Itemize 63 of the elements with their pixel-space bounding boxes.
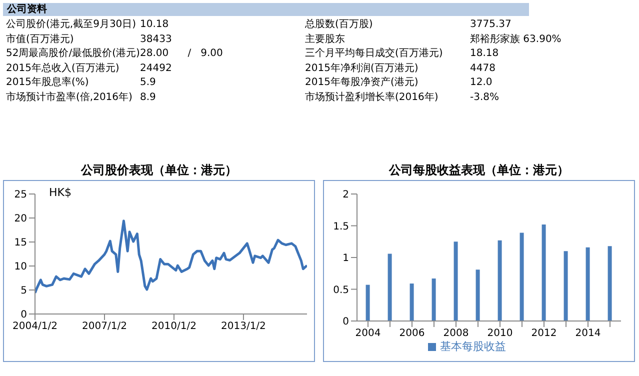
text: 主要股东 [305, 32, 345, 46]
line-series [35, 220, 307, 294]
x-tick-label: 2004 [355, 328, 381, 340]
y-tick-label: 0.5 [333, 284, 349, 296]
text: 18.18 [470, 47, 499, 60]
bar [520, 232, 524, 321]
text: 公司股价(港元,截至9月30日) [6, 18, 136, 31]
bar [542, 224, 546, 321]
bar [498, 240, 502, 321]
text: 10.18 [140, 18, 169, 31]
text: 2015年每股净资产(港元) [305, 76, 418, 89]
text: -3.8% [470, 90, 500, 104]
text: 总股数(百万股) [305, 18, 373, 31]
text: 52周最高股价/最低股价(港元) [6, 47, 140, 60]
x-tick-label: 2007/1/2 [82, 321, 127, 332]
bar [366, 284, 370, 321]
text: 2015年股息率(%) [6, 76, 89, 89]
bar [454, 242, 458, 321]
y-tick-label: 0 [20, 310, 27, 321]
text: 2015年总收入(百万港元) [6, 62, 120, 74]
x-tick-label: 2008 [443, 328, 469, 340]
bar [432, 278, 436, 321]
x-tick-label: 2006 [399, 328, 425, 340]
text: 28.00 / 9.00 [140, 47, 223, 60]
chart-title: 公司股价表现（单位：港元） [80, 162, 238, 179]
text: 公司资料 [3, 3, 529, 16]
bar [564, 251, 568, 321]
y-tick-label: 20 [14, 214, 27, 225]
x-tick-label: 2014 [575, 328, 601, 340]
x-tick-label: 2010 [487, 328, 513, 340]
text: 市场预计市盈率(倍,2016年) [6, 90, 132, 104]
text: 12.0 [470, 76, 492, 89]
y-axis-title: HK$ [49, 186, 72, 199]
text: 市值(百万港元) [6, 32, 74, 46]
y-tick-label: 1.5 [333, 221, 349, 232]
legend-label: 基本每股收益 [440, 340, 506, 353]
y-tick-label: 10 [14, 262, 27, 273]
bar [476, 270, 480, 321]
x-tick-label: 2012 [531, 328, 557, 340]
text: 市场预计盈利增长率(2016年) [305, 90, 438, 104]
text: 38433 [140, 32, 172, 46]
bar [608, 246, 612, 321]
y-tick-label: 5 [20, 286, 27, 297]
bar [410, 284, 414, 321]
text: 2015年净利润(百万港元) [305, 62, 418, 74]
x-tick-label: 2013/1/2 [221, 321, 266, 332]
bar [388, 254, 392, 321]
y-tick-label: 0 [342, 316, 349, 328]
text: 郑裕彤家族 63.90% [470, 32, 562, 46]
chart-title: 公司每股收益表现（单位：港元） [388, 162, 570, 179]
text: 3775.37 [470, 18, 512, 31]
x-tick-label: 2004/1/2 [12, 321, 58, 332]
y-tick-label: 25 [14, 190, 27, 201]
text: 8.9 [140, 90, 156, 104]
text: 24492 [140, 62, 172, 74]
y-tick-label: 1 [342, 253, 349, 264]
text: 5.9 [140, 76, 156, 89]
text: 三个月平均每日成交(百万港元) [305, 47, 443, 60]
y-tick-label: 15 [14, 238, 27, 249]
x-tick-label: 2010/1/2 [152, 321, 196, 332]
y-tick-label: 2 [342, 190, 349, 201]
text: 4478 [470, 62, 496, 74]
bar [586, 247, 590, 321]
